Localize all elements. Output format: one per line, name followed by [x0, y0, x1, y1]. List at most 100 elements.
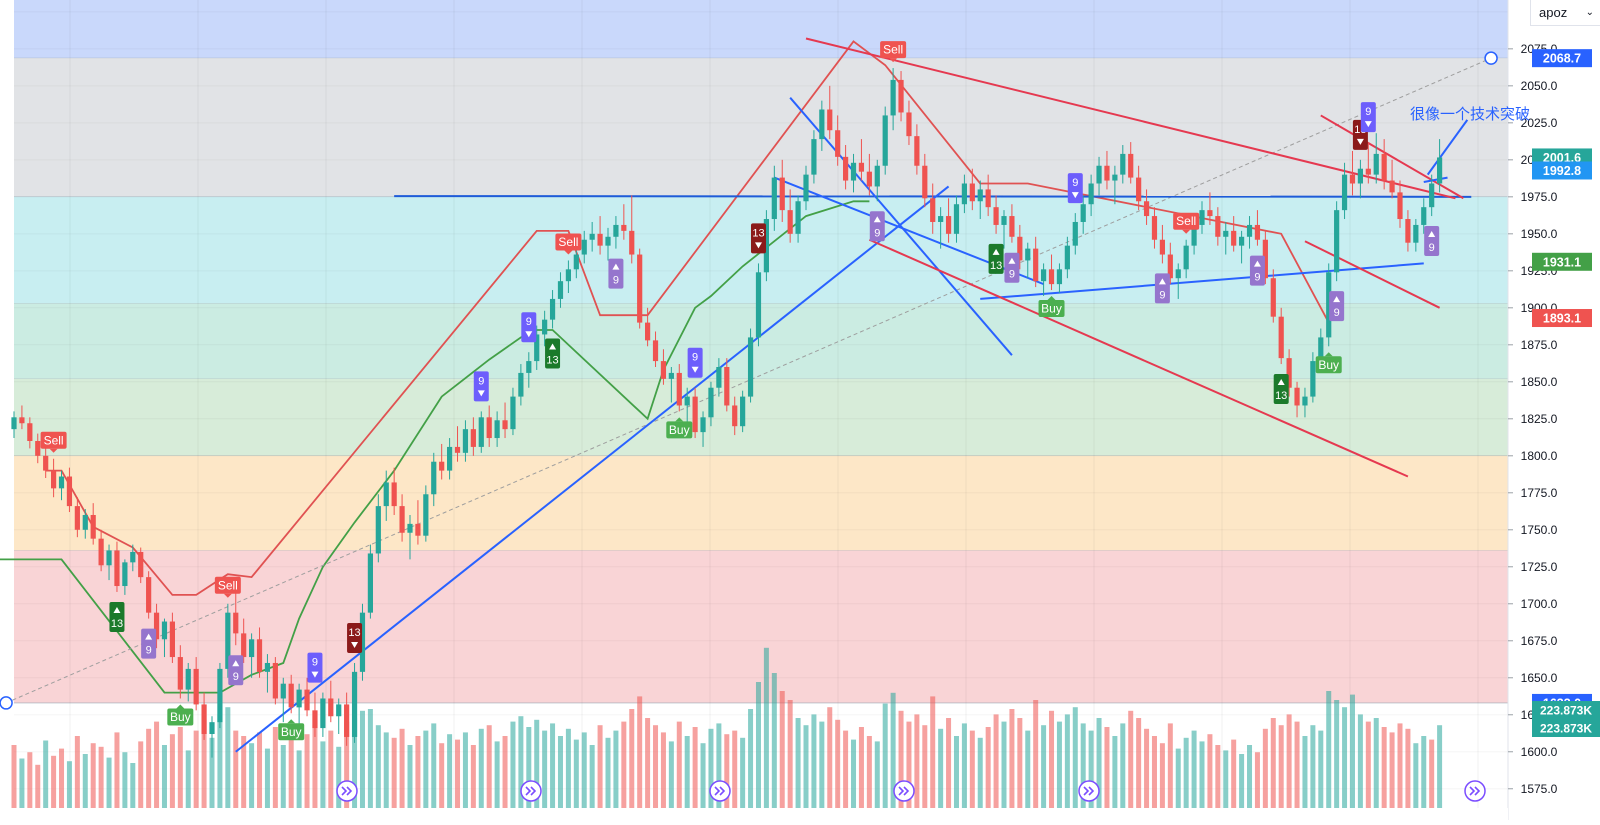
volume-bar — [1104, 727, 1110, 808]
sell-signal-pointer — [564, 250, 573, 255]
td-count-box — [750, 223, 766, 254]
candle-body — [953, 204, 960, 234]
candle-body — [1136, 177, 1142, 202]
candle-body — [621, 224, 627, 231]
volume-bar — [653, 725, 659, 808]
navigate-forward-glyph — [525, 786, 537, 796]
volume-bar — [1096, 718, 1102, 808]
td-count-label: 9 — [1159, 289, 1165, 301]
volume-bar — [811, 714, 817, 808]
td-count-arrow — [1356, 138, 1364, 145]
trendline[interactable] — [235, 185, 950, 753]
trendline[interactable] — [5, 57, 1492, 704]
trendline[interactable] — [789, 97, 1013, 356]
volume-bar — [1397, 723, 1403, 808]
candle-body — [898, 79, 904, 113]
td-count-label: 9 — [1254, 272, 1260, 284]
trendline[interactable] — [1304, 240, 1441, 309]
volume-bar — [177, 727, 183, 808]
buy-signal-box — [1038, 300, 1065, 318]
volume-bar — [977, 737, 983, 808]
candle-body — [1373, 153, 1379, 175]
volume-bar — [668, 741, 674, 808]
volume-bar — [209, 737, 215, 808]
y-tick-label: 1850.0 — [1521, 375, 1558, 389]
price-label-box — [1532, 309, 1592, 328]
volume-bar — [138, 741, 144, 808]
volume-bar — [201, 719, 207, 808]
trendline[interactable] — [1426, 119, 1469, 176]
candle-body — [383, 482, 389, 507]
trendline[interactable] — [868, 238, 1409, 478]
trendline[interactable] — [805, 37, 1456, 200]
trendline-handle[interactable] — [0, 696, 13, 710]
td-count-arrow — [1277, 379, 1285, 386]
candle-body — [890, 79, 896, 116]
volume-bar — [993, 714, 999, 808]
volume-label: 223.873K — [1540, 722, 1592, 736]
volume-bar — [423, 730, 429, 808]
volume-bar — [146, 728, 152, 808]
candle-body — [645, 322, 651, 341]
td-count-box — [1424, 226, 1440, 257]
volume-bar — [843, 730, 849, 808]
candle-body — [344, 704, 350, 737]
candle-body — [351, 671, 358, 737]
buy-signal-box — [167, 708, 194, 726]
buy-signal-label: Buy — [281, 725, 302, 739]
volume-bar — [1128, 710, 1134, 808]
symbol-selector[interactable]: apoz ⌄ — [1530, 0, 1600, 26]
volume-bar — [367, 709, 373, 808]
td-count-arrow — [612, 263, 620, 270]
volume-bar — [328, 730, 334, 808]
candle-body — [58, 476, 65, 489]
chevron-down-icon[interactable]: ⌄ — [1585, 7, 1594, 18]
volume-bar — [90, 743, 96, 808]
td-count-label: 13 — [111, 618, 123, 630]
candle-body — [304, 689, 310, 711]
candle-body — [542, 319, 548, 335]
td-count-box — [687, 347, 703, 378]
candle-body — [977, 189, 983, 202]
candle-body — [122, 562, 128, 587]
volume-bar — [1437, 725, 1443, 808]
candle-body — [993, 207, 999, 225]
candle-body — [74, 506, 80, 530]
volume-bar — [906, 721, 912, 808]
trendline[interactable] — [1423, 176, 1448, 184]
candle-body — [1389, 180, 1395, 193]
volume-bar — [1112, 736, 1118, 808]
trendline-handle[interactable] — [1484, 51, 1498, 65]
candle-body — [692, 396, 698, 433]
candle-body — [1143, 201, 1150, 217]
candle-body — [193, 668, 199, 705]
candle-body — [1001, 216, 1007, 225]
volume-bar — [526, 727, 532, 808]
annotation-text[interactable]: 很像一个技术突破 — [1410, 106, 1531, 123]
volume-bar — [462, 732, 468, 808]
trendline[interactable] — [980, 262, 1424, 300]
volume-bar — [1223, 750, 1229, 808]
price-label-box — [1532, 49, 1592, 68]
sell-signal-box — [214, 576, 241, 594]
volume-bar — [249, 743, 255, 808]
candle-body — [19, 417, 25, 424]
sell-signal-label: Sell — [218, 578, 238, 592]
td-count-box — [545, 338, 561, 369]
volume-bar — [771, 673, 777, 808]
y-tick-label: 2025.0 — [1521, 116, 1558, 130]
candle-body — [597, 233, 603, 246]
candle-body — [1405, 219, 1411, 243]
candle-body — [486, 417, 492, 439]
candle-body — [1207, 210, 1213, 217]
volume-bar — [106, 757, 112, 808]
candle-body — [882, 115, 888, 166]
volume-bar — [399, 728, 405, 808]
volume-bar — [1365, 721, 1371, 808]
volume-bar — [225, 707, 231, 808]
y-tick-label: 1800.0 — [1521, 449, 1558, 463]
volume-bar — [866, 736, 872, 808]
price-scale-bg — [1508, 0, 1600, 820]
